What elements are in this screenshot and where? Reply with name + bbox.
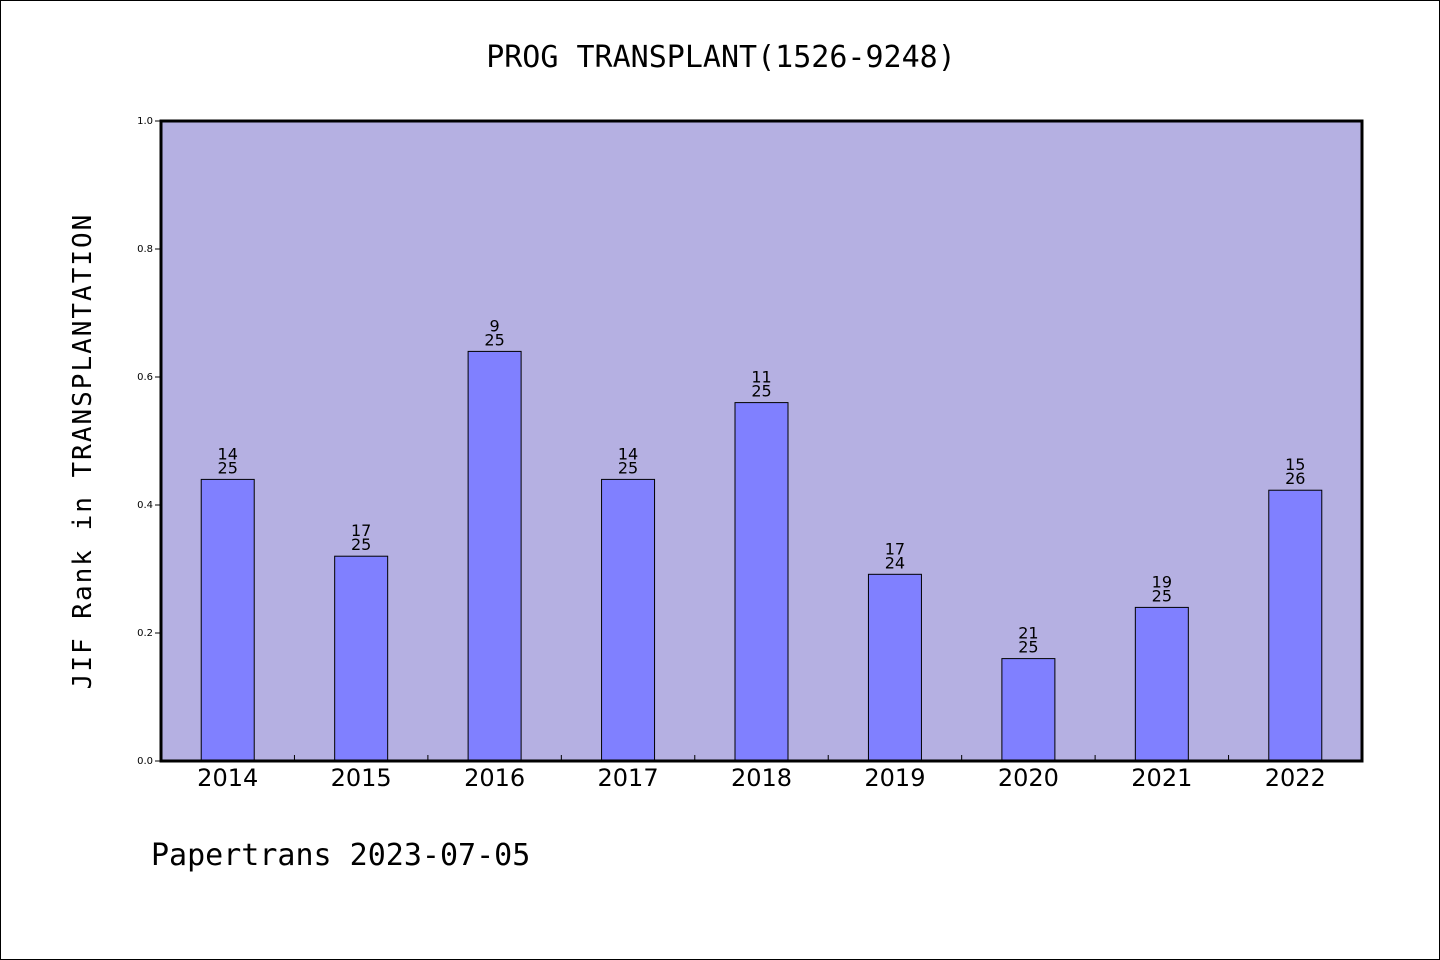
y-tick-label: 0.0 — [137, 756, 153, 767]
bar-total-label: 25 — [1152, 586, 1172, 605]
bar — [1001, 658, 1056, 762]
bar-rank-label: 15 — [1285, 455, 1305, 474]
plot-frame — [159, 119, 1364, 763]
y-tick-label: 1.0 — [137, 116, 153, 127]
bar — [601, 478, 656, 762]
bar-rank-label: 14 — [218, 444, 238, 463]
x-tick-label: 2020 — [998, 764, 1059, 792]
chart-title: PROG TRANSPLANT(1526-9248) — [486, 40, 956, 75]
bar-rank-label: 17 — [351, 521, 371, 540]
bar-rank-label: 11 — [751, 368, 771, 387]
bar-rank-label: 14 — [618, 444, 638, 463]
bar-total-label: 25 — [218, 458, 238, 477]
bar-rank-label: 9 — [490, 316, 500, 335]
bar-rank-label: 17 — [885, 539, 905, 558]
bar-total-label: 25 — [618, 458, 638, 477]
x-tick-label: 2015 — [331, 764, 392, 792]
plot-area: 0.00.20.40.60.81.01425201417252015925201… — [137, 116, 1364, 792]
bar — [867, 573, 922, 762]
x-tick-label: 2021 — [1131, 764, 1192, 792]
bar-total-label: 24 — [885, 553, 905, 572]
y-axis-label: JIF Rank in TRANSPLANTATION — [68, 213, 98, 690]
bar-rank-label: 19 — [1152, 572, 1172, 591]
x-tick-label: 2019 — [864, 764, 925, 792]
bar — [334, 555, 389, 762]
x-tick-label: 2016 — [464, 764, 525, 792]
y-tick-label: 0.6 — [137, 372, 153, 383]
y-tick-label: 0.4 — [137, 500, 153, 511]
bar-total-label: 25 — [1018, 638, 1038, 657]
x-tick-label: 2014 — [197, 764, 258, 792]
bar-total-label: 26 — [1285, 469, 1305, 488]
y-tick-label: 0.2 — [137, 628, 153, 639]
bar — [734, 402, 789, 762]
footer-text: Papertrans 2023-07-05 — [151, 838, 530, 873]
bar-total-label: 25 — [351, 535, 371, 554]
bar — [200, 478, 255, 762]
x-tick-label: 2017 — [598, 764, 659, 792]
bar-total-label: 25 — [484, 330, 504, 349]
bar — [467, 350, 522, 762]
bar — [1268, 489, 1323, 762]
bar — [1134, 606, 1189, 762]
x-tick-label: 2018 — [731, 764, 792, 792]
bar-total-label: 25 — [751, 382, 771, 401]
bar-rank-label: 21 — [1018, 624, 1038, 643]
x-tick-label: 2022 — [1265, 764, 1326, 792]
y-tick-label: 0.8 — [137, 244, 153, 255]
